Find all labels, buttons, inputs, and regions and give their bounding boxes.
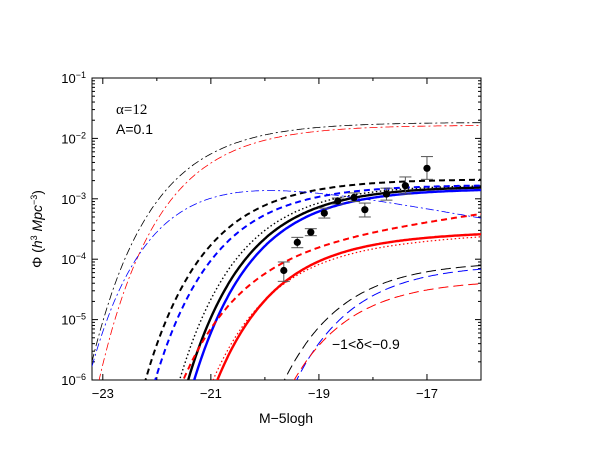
model-curve-7 [154,184,481,380]
y-tick-label: 10−6 [61,372,86,388]
model-curve-2 [192,188,481,380]
x-tick-label: −23 [92,386,114,401]
model-curve-10 [296,268,481,380]
data-point [307,228,315,236]
y-tick-label: 10−1 [61,70,86,86]
model-curve-6 [144,178,481,380]
annotation-a: A=0.1 [116,121,153,137]
axis-ticks: −23 −21 −19 −17 10−6 10−5 10−4 10−3 10−2 10−1 [61,70,482,401]
model-curve-5 [212,236,481,380]
y-tick-label: 10−4 [61,251,86,267]
y-tick-label: 10−2 [61,130,86,146]
data-point [334,197,342,205]
model-curve-1 [186,186,481,380]
data-points [277,156,433,282]
data-point [350,193,358,202]
model-curve-12 [92,122,481,362]
model-curve-9 [283,265,481,380]
model-curve-14 [92,190,481,367]
data-point [423,164,431,172]
data-point [361,206,369,214]
data-point [280,266,288,275]
model-curve-11 [293,283,481,380]
annotation-alpha: α=12 [116,102,147,118]
y-tick-label: 10−3 [61,191,86,207]
y-axis-label: Φ (h3 Mpc−3) [29,190,45,268]
model-curve-8 [182,212,481,380]
x-tick-label: −17 [416,386,438,401]
data-point [320,209,328,217]
x-axis-label: M−5logh [259,410,313,426]
annotation-delta-range: −1<δ<−0.9 [332,336,400,352]
model-curve-13 [98,125,481,380]
y-tick-label: 10−5 [61,312,86,328]
model-curve-4 [178,185,481,380]
model-curve-3 [216,233,481,380]
x-tick-label: −21 [200,386,222,401]
x-tick-label: −19 [308,386,330,401]
data-point [293,238,301,246]
plot-frame [91,77,482,381]
data-point [382,190,391,198]
model-curves [92,122,481,380]
data-point [401,182,409,190]
